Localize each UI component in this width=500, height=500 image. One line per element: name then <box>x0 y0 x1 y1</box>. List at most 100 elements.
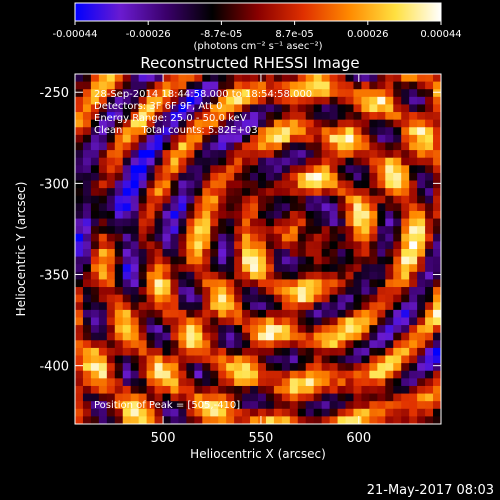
heatmap-cell <box>417 332 426 341</box>
heatmap-cell <box>234 142 243 151</box>
heatmap-cell <box>202 287 211 296</box>
heatmap-cell <box>297 150 307 159</box>
heatmap-cell <box>98 408 108 417</box>
heatmap-cell <box>353 363 362 372</box>
heatmap-cell <box>265 218 275 227</box>
heatmap-cell <box>401 370 410 379</box>
heatmap-cell <box>90 279 100 288</box>
heatmap-cell <box>337 81 346 90</box>
heatmap-cell <box>361 393 370 402</box>
heatmap-cell <box>90 264 100 273</box>
heatmap-cell <box>98 195 108 204</box>
heatmap-cell <box>114 104 124 113</box>
heatmap-cell <box>178 210 187 219</box>
heatmap-cell <box>178 264 187 273</box>
heatmap-cell <box>154 195 163 204</box>
heatmap-cell <box>297 89 307 98</box>
heatmap-cell <box>345 271 354 280</box>
heatmap-cell <box>273 363 283 372</box>
heatmap-cell <box>313 142 323 151</box>
heatmap-cell <box>377 233 386 242</box>
heatmap-cell <box>202 340 211 349</box>
heatmap-cell <box>122 195 132 204</box>
heatmap-cell <box>417 195 426 204</box>
heatmap-cell <box>234 218 243 227</box>
heatmap-cell <box>297 325 307 334</box>
heatmap-cell <box>313 81 323 90</box>
heatmap-cell <box>98 294 108 303</box>
heatmap-cell <box>106 180 116 189</box>
heatmap-cell <box>218 256 227 265</box>
heatmap-cell <box>234 393 243 402</box>
heatmap-cell <box>186 385 195 394</box>
heatmap-cell <box>210 355 219 364</box>
heatmap-cell <box>146 378 155 387</box>
heatmap-cell <box>321 370 331 379</box>
heatmap-cell <box>265 89 275 98</box>
heatmap-cell <box>265 302 275 311</box>
heatmap-cell <box>345 203 354 212</box>
heatmap-cell <box>130 385 140 394</box>
heatmap-cell <box>218 401 227 410</box>
heatmap-cell <box>242 416 251 425</box>
heatmap-cell <box>401 378 410 387</box>
heatmap-cell <box>90 363 100 372</box>
heatmap-cell <box>138 134 148 143</box>
heatmap-cell <box>361 385 370 394</box>
heatmap-cell <box>329 233 338 242</box>
heatmap-cell <box>90 104 100 113</box>
heatmap-cell <box>202 256 211 265</box>
heatmap-cell <box>138 393 148 402</box>
heatmap-cell <box>218 81 227 90</box>
heatmap-cell <box>329 401 338 410</box>
heatmap-cell <box>218 165 227 174</box>
heatmap-cell <box>433 279 442 288</box>
heatmap-cell <box>82 393 92 402</box>
heatmap-cell <box>345 180 354 189</box>
heatmap-cell <box>425 150 434 159</box>
heatmap-cell <box>226 264 235 273</box>
heatmap-cell <box>258 256 267 265</box>
heatmap-cell <box>377 112 386 121</box>
heatmap-cell <box>377 393 386 402</box>
heatmap-cell <box>313 172 323 181</box>
heatmap-cell <box>218 332 227 341</box>
heatmap-cell <box>82 317 92 326</box>
heatmap-cell <box>433 119 442 128</box>
heatmap-cell <box>321 256 331 265</box>
heatmap-cell <box>146 347 155 356</box>
heatmap-cell <box>202 180 211 189</box>
heatmap-cell <box>289 112 299 121</box>
heatmap-cell <box>226 309 235 318</box>
heatmap-cell <box>337 188 346 197</box>
heatmap-cell <box>337 150 346 159</box>
heatmap-cell <box>377 325 386 334</box>
heatmap-cell <box>114 134 124 143</box>
heatmap-cell <box>250 256 259 265</box>
heatmap-cell <box>409 271 418 280</box>
heatmap-cell <box>154 264 163 273</box>
heatmap-cell <box>369 317 378 326</box>
heatmap-cell <box>186 271 195 280</box>
heatmap-cell <box>273 393 283 402</box>
heatmap-cell <box>178 317 187 326</box>
heatmap-cell <box>138 325 148 334</box>
heatmap-cell <box>425 104 434 113</box>
heatmap-cell <box>433 180 442 189</box>
heatmap-cell <box>313 256 323 265</box>
heatmap-cell <box>393 385 402 394</box>
heatmap-cell <box>194 210 203 219</box>
heatmap-cell <box>130 188 140 197</box>
heatmap-cell <box>234 378 243 387</box>
heatmap-cell <box>409 203 418 212</box>
heatmap-cell <box>146 332 155 341</box>
heatmap-cell <box>242 74 251 83</box>
heatmap-cell <box>425 355 434 364</box>
heatmap-cell <box>106 233 116 242</box>
heatmap-cell <box>202 112 211 121</box>
heatmap-cell <box>409 363 418 372</box>
heatmap-cell <box>106 347 116 356</box>
heatmap-cell <box>106 385 116 394</box>
heatmap-cell <box>210 408 219 417</box>
heatmap-cell <box>329 378 338 387</box>
